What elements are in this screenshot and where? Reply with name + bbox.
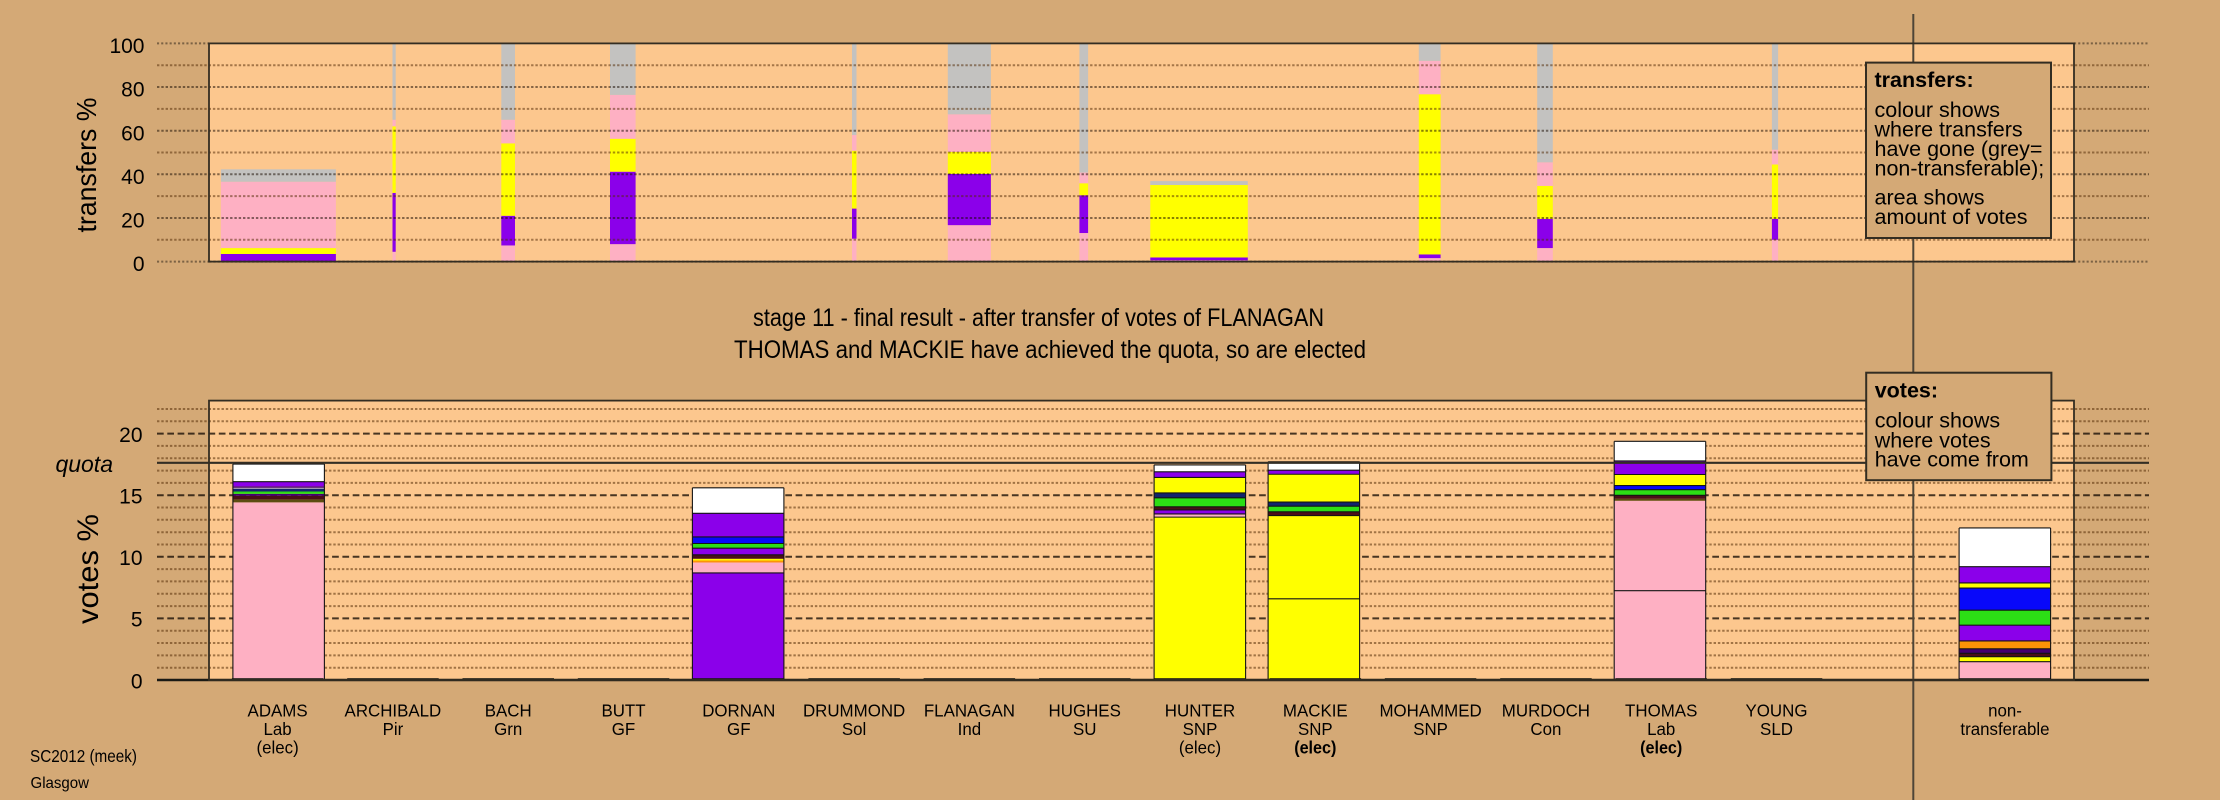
svg-text:SLD: SLD <box>1760 719 1793 739</box>
svg-text:area shows: area shows <box>1875 185 1985 209</box>
svg-text:THOMAS and MACKIE have achieve: THOMAS and MACKIE have achieved the quot… <box>734 336 1366 364</box>
svg-text:40: 40 <box>121 166 144 189</box>
svg-text:transfers:: transfers: <box>1875 68 1974 92</box>
svg-text:transferable: transferable <box>1960 719 2049 739</box>
svg-text:Glasgow: Glasgow <box>31 775 90 792</box>
svg-text:BUTT: BUTT <box>601 701 645 721</box>
svg-text:stage 11 - final result - afte: stage 11 - final result - after transfer… <box>753 304 1324 332</box>
svg-text:MURDOCH: MURDOCH <box>1502 701 1590 721</box>
svg-text:DRUMMOND: DRUMMOND <box>803 701 905 721</box>
svg-text:Lab: Lab <box>1647 719 1675 739</box>
svg-text:60: 60 <box>121 122 144 145</box>
svg-text:MACKIE: MACKIE <box>1283 701 1348 721</box>
svg-text:where votes: where votes <box>1874 429 1991 453</box>
svg-text:Lab: Lab <box>264 719 292 739</box>
svg-text:have gone (grey=: have gone (grey= <box>1875 137 2043 161</box>
svg-text:5: 5 <box>131 609 143 632</box>
svg-text:Pir: Pir <box>383 719 404 739</box>
svg-text:SNP: SNP <box>1183 719 1218 739</box>
svg-text:80: 80 <box>121 79 144 102</box>
svg-text:SU: SU <box>1073 719 1097 739</box>
svg-text:amount of votes: amount of votes <box>1875 205 2028 229</box>
svg-text:Ind: Ind <box>958 719 982 739</box>
svg-text:MOHAMMED: MOHAMMED <box>1379 701 1481 721</box>
svg-text:non-: non- <box>1988 701 2022 721</box>
svg-text:(elec): (elec) <box>1294 737 1336 757</box>
svg-text:15: 15 <box>119 486 142 509</box>
svg-text:SNP: SNP <box>1413 719 1448 739</box>
svg-text:Con: Con <box>1530 719 1561 739</box>
svg-text:0: 0 <box>133 253 145 276</box>
svg-text:20: 20 <box>119 424 142 447</box>
svg-text:colour shows: colour shows <box>1875 408 2000 432</box>
svg-text:Sol: Sol <box>842 719 866 739</box>
svg-text:Grn: Grn <box>494 719 522 739</box>
svg-text:colour shows: colour shows <box>1875 98 2000 122</box>
svg-text:DORNAN: DORNAN <box>702 701 775 721</box>
svg-text:BACH: BACH <box>485 701 532 721</box>
svg-text:ARCHIBALD: ARCHIBALD <box>345 701 442 721</box>
svg-text:0: 0 <box>131 670 143 693</box>
svg-text:GF: GF <box>727 719 751 739</box>
svg-text:votes:: votes: <box>1875 378 1938 402</box>
svg-text:ADAMS: ADAMS <box>248 701 308 721</box>
svg-text:100: 100 <box>109 35 144 58</box>
svg-text:YOUNG: YOUNG <box>1746 701 1808 721</box>
svg-text:quota: quota <box>55 451 113 477</box>
svg-text:20: 20 <box>121 210 144 233</box>
svg-text:SNP: SNP <box>1298 719 1333 739</box>
svg-text:votes %: votes % <box>72 514 105 624</box>
svg-text:transfers %: transfers % <box>71 98 102 233</box>
svg-text:HUNTER: HUNTER <box>1165 701 1235 721</box>
svg-text:non-transferable);: non-transferable); <box>1875 157 2045 181</box>
svg-text:FLANAGAN: FLANAGAN <box>924 701 1015 721</box>
svg-text:HUGHES: HUGHES <box>1049 701 1121 721</box>
svg-text:where transfers: where transfers <box>1874 118 2023 142</box>
svg-text:GF: GF <box>612 719 636 739</box>
svg-text:(elec): (elec) <box>257 737 299 757</box>
svg-text:SC2012 (meek): SC2012 (meek) <box>30 746 137 766</box>
svg-text:THOMAS: THOMAS <box>1625 701 1697 721</box>
svg-text:have come from: have come from <box>1875 447 2029 471</box>
svg-text:(elec): (elec) <box>1640 737 1682 757</box>
svg-text:(elec): (elec) <box>1179 737 1221 757</box>
svg-text:10: 10 <box>119 547 142 570</box>
